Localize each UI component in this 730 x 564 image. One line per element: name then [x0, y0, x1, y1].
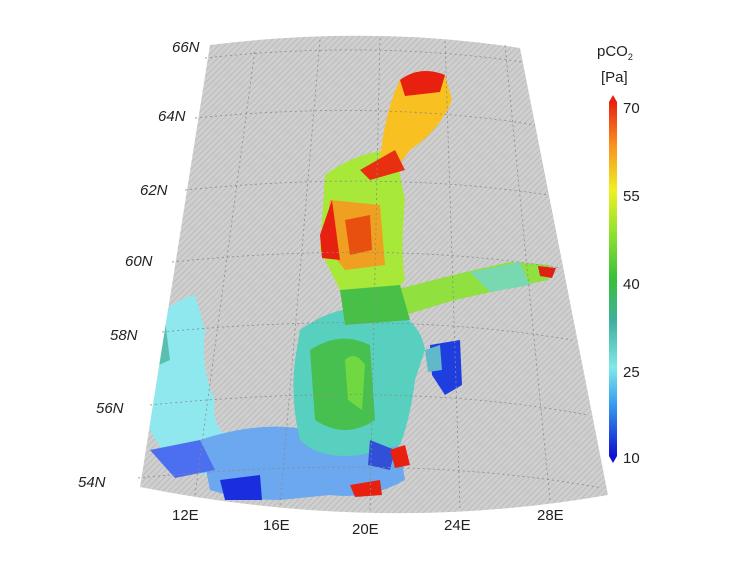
colorbar-gradient [609, 102, 617, 456]
colorbar-tick-10: 10 [623, 450, 640, 467]
lat-label-56n: 56N [96, 400, 124, 417]
lat-label-64n: 64N [158, 108, 186, 125]
graticule [137, 34, 603, 511]
lon-label-24e: 24E [444, 517, 471, 534]
lon-label-12e: 12E [172, 507, 199, 524]
colorbar-tick-40: 40 [623, 276, 640, 293]
colorbar-tick-25: 25 [623, 364, 640, 381]
colorbar-title: pCO2 [597, 43, 633, 62]
sea-surface-pco2 [140, 71, 556, 500]
lon-label-16e: 16E [263, 517, 290, 534]
colorbar: pCO2 [Pa] 70 55 40 25 10 [597, 43, 640, 467]
map-panel [137, 34, 608, 514]
colorbar-tick-55: 55 [623, 188, 640, 205]
colorbar-unit: [Pa] [601, 69, 628, 86]
lon-label-28e: 28E [537, 507, 564, 524]
colorbar-title-sub: 2 [628, 52, 633, 62]
bothnian-bay-region [380, 71, 452, 170]
colorbar-max-arrow [609, 95, 617, 102]
lat-label-62n: 62N [140, 182, 168, 199]
lat-label-60n: 60N [125, 253, 153, 270]
lon-label-20e: 20E [352, 521, 379, 538]
lat-label-58n: 58N [110, 327, 138, 344]
latitude-labels: 66N 64N 62N 60N 58N 56N 54N [78, 39, 200, 491]
lat-label-66n: 66N [172, 39, 200, 56]
skagerrak-region [148, 295, 260, 475]
longitude-labels: 12E 16E 20E 24E 28E [172, 507, 564, 538]
colorbar-title-main: pCO [597, 43, 628, 60]
colorbar-min-arrow [609, 456, 617, 463]
lat-label-54n: 54N [78, 474, 106, 491]
colorbar-tick-70: 70 [623, 100, 640, 117]
